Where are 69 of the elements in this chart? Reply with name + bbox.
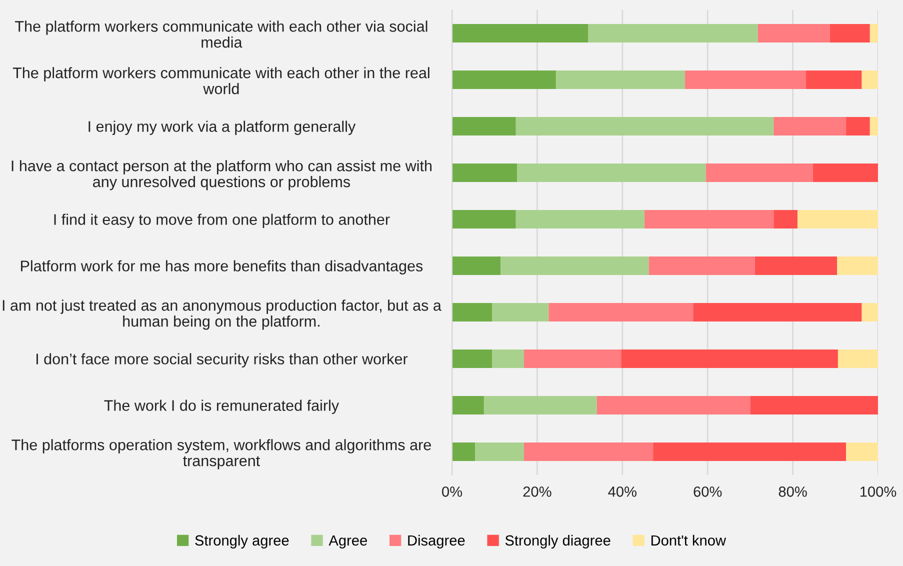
bar bbox=[500, 256, 649, 276]
bar bbox=[452, 396, 484, 415]
y-tick-label: The platform workers communicate with each other via social media bbox=[15, 20, 428, 48]
bar bbox=[516, 116, 774, 136]
bar bbox=[774, 116, 846, 136]
bar bbox=[556, 70, 686, 90]
bar bbox=[644, 210, 774, 229]
y-tick-label: I find it easy to move from one platform to another bbox=[54, 214, 390, 228]
bar bbox=[653, 442, 846, 462]
bar bbox=[648, 256, 755, 276]
bar bbox=[754, 256, 838, 276]
x-tick-label: 40% bbox=[608, 486, 636, 497]
bar bbox=[588, 24, 758, 43]
bar bbox=[862, 302, 878, 322]
bar bbox=[846, 442, 878, 462]
legend-label: Strongly diagree bbox=[505, 534, 610, 548]
x-tick-label: 0% bbox=[442, 486, 462, 497]
bar bbox=[838, 349, 878, 368]
bar bbox=[621, 349, 838, 368]
bar bbox=[452, 256, 501, 276]
bar bbox=[758, 24, 830, 43]
bar bbox=[452, 349, 492, 368]
y-tick-label: The platforms operation system, workflows and algorithms are transparent bbox=[12, 439, 431, 470]
bar bbox=[870, 24, 878, 43]
legend-label: Dont't know bbox=[651, 534, 726, 546]
y-tick-label: I don’t face more social security risks than other worker bbox=[36, 353, 408, 368]
y-tick-label: I am not just treated as an anonymous production factor, but as a human being on the platform. bbox=[2, 300, 442, 330]
y-tick-label: Platform work for me has more benefits than disadvantages bbox=[21, 260, 423, 274]
bar bbox=[797, 210, 878, 229]
bar bbox=[452, 24, 588, 43]
x-tick-label: 100% bbox=[860, 486, 896, 497]
bar bbox=[548, 302, 694, 322]
bar bbox=[870, 116, 878, 136]
y-tick-label: The platform workers communicate with each other in the real world bbox=[12, 67, 430, 94]
bar bbox=[750, 396, 878, 415]
y-tick-label: I enjoy my work via a platform generally bbox=[88, 120, 356, 135]
bar bbox=[452, 442, 476, 462]
bar bbox=[475, 442, 524, 462]
bar bbox=[452, 302, 492, 322]
x-tick-label: 80% bbox=[778, 486, 807, 497]
bar bbox=[846, 116, 870, 136]
bar bbox=[516, 210, 645, 229]
y-tick-label: The work I do is remunerated fairly bbox=[104, 400, 340, 414]
y-tick-label: I have a contact person at the platform who can assist me with any unresolved questions or problems bbox=[12, 160, 432, 190]
bar bbox=[484, 396, 597, 415]
bar bbox=[693, 302, 862, 322]
legend-label: Strongly agree bbox=[195, 534, 289, 548]
bar bbox=[706, 163, 813, 182]
bar bbox=[452, 70, 556, 90]
legend-label: Disagree bbox=[408, 534, 465, 548]
bar bbox=[452, 210, 516, 229]
bar bbox=[517, 163, 706, 182]
bar bbox=[492, 349, 524, 368]
bar bbox=[837, 256, 878, 276]
legend-label: Agree bbox=[328, 535, 367, 548]
bar bbox=[830, 24, 870, 43]
bar bbox=[596, 396, 750, 415]
bar bbox=[524, 349, 622, 368]
bar bbox=[524, 442, 654, 462]
bar bbox=[492, 302, 549, 322]
bar bbox=[812, 163, 878, 182]
x-tick-label: 60% bbox=[694, 486, 722, 497]
x-tick-label: 20% bbox=[523, 486, 552, 497]
bar bbox=[452, 163, 518, 182]
bar bbox=[452, 116, 516, 136]
bar bbox=[806, 70, 862, 90]
bar bbox=[774, 210, 798, 229]
bar bbox=[862, 70, 878, 90]
bar bbox=[685, 70, 806, 90]
